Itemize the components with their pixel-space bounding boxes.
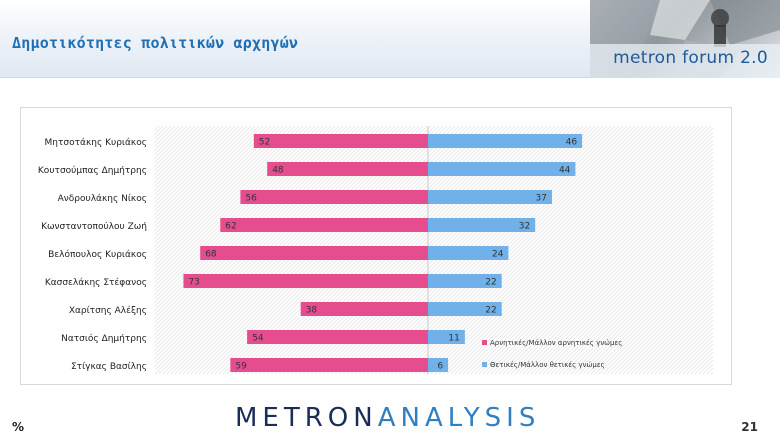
negative-bar <box>267 162 428 176</box>
legend-label: Θετικές/Μάλλον θετικές γνώμες <box>490 361 605 369</box>
negative-bar <box>220 218 428 232</box>
negative-bar <box>253 134 428 148</box>
legend-swatch <box>482 340 487 345</box>
brand-label: metron forum 2.0 <box>613 48 768 68</box>
logo-part-analysis: ANALYSIS <box>377 403 541 433</box>
positive-value-label: 32 <box>519 222 530 232</box>
positive-value-label: 22 <box>485 278 496 288</box>
negative-value-label: 38 <box>306 306 318 316</box>
legend-swatch <box>482 362 487 367</box>
category-label: Βελόπουλος Κυριάκος <box>48 249 147 260</box>
category-label: Ανδρουλάκης Νίκος <box>58 194 147 204</box>
positive-bar <box>428 358 449 372</box>
metron-analysis-logo: METRONANALYSIS <box>235 403 540 433</box>
negative-bar <box>247 330 428 344</box>
positive-value-label: 24 <box>492 250 504 260</box>
positive-value-label: 44 <box>559 166 571 176</box>
positive-value-label: 22 <box>485 306 496 316</box>
brand-photo-graphic <box>590 0 780 78</box>
negative-value-label: 52 <box>259 138 270 148</box>
positive-value-label: 6 <box>437 362 443 372</box>
positive-bar <box>428 274 502 288</box>
positive-bar <box>428 218 536 232</box>
category-label: Στίγκας Βασίλης <box>71 362 147 372</box>
negative-value-label: 59 <box>235 362 247 372</box>
page-title: Δημοτικότητες πολιτικών αρχηγών <box>12 34 299 52</box>
category-label: Μητσοτάκης Κυριάκος <box>45 138 148 148</box>
brand-banner: metron forum 2.0 <box>590 0 780 78</box>
positive-bar <box>428 246 509 260</box>
category-label: Νατσιός Δημήτρης <box>61 333 147 344</box>
legend-label: Αρνητικές/Μάλλον αρνητικές γνώμες <box>490 339 622 347</box>
category-label: Χαρίτσης Αλέξης <box>69 305 147 316</box>
positive-value-label: 11 <box>448 334 459 344</box>
positive-bar <box>428 162 576 176</box>
negative-bar <box>300 302 428 316</box>
positive-bar <box>428 134 583 148</box>
negative-bar <box>240 190 428 204</box>
negative-value-label: 56 <box>245 194 257 204</box>
negative-value-label: 68 <box>205 250 217 260</box>
logo-part-metron: METRON <box>235 403 378 433</box>
category-label: Κωνσταντοπούλου Ζωή <box>41 221 147 232</box>
page-number: 21 <box>741 420 758 434</box>
category-label: Κουτσούμπας Δημήτρης <box>38 165 147 176</box>
positive-value-label: 37 <box>535 194 546 204</box>
chart-frame: Μητσοτάκης Κυριάκος 52 46 Κουτσούμπας Δημήτ… <box>20 107 732 385</box>
negative-bar <box>183 274 428 288</box>
header-divider <box>0 77 780 78</box>
negative-value-label: 73 <box>188 278 199 288</box>
negative-value-label: 54 <box>252 334 264 344</box>
negative-value-label: 48 <box>272 166 284 176</box>
positive-value-label: 46 <box>566 138 578 148</box>
positive-bar <box>428 302 502 316</box>
category-label: Κασσελάκης Στέφανος <box>45 277 147 288</box>
positive-bar <box>428 330 465 344</box>
negative-bar <box>230 358 428 372</box>
negative-value-label: 62 <box>225 222 236 232</box>
positive-bar <box>428 190 552 204</box>
diverging-bar-chart: Μητσοτάκης Κυριάκος 52 46 Κουτσούμπας Δημήτ… <box>38 126 713 374</box>
negative-bar <box>200 246 428 260</box>
unit-label: % <box>12 420 25 434</box>
